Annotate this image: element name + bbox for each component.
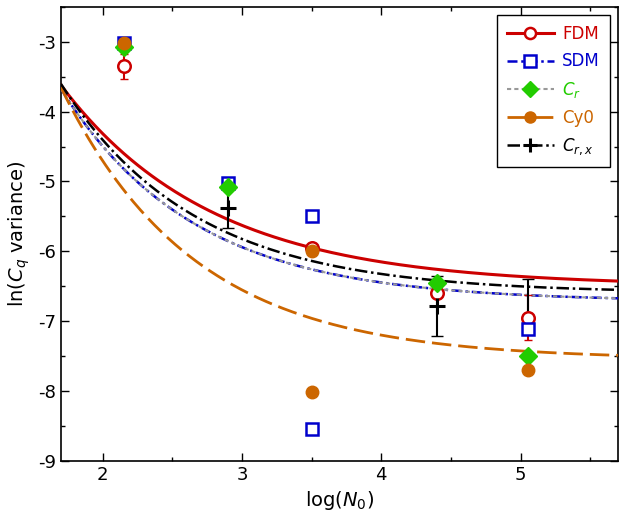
X-axis label: log($N_0$): log($N_0$): [305, 489, 374, 512]
Legend: FDM, SDM, $C_r$, Cy0, $C_{r,x}$: FDM, SDM, $C_r$, Cy0, $C_{r,x}$: [497, 15, 610, 167]
Y-axis label: ln($C_q$ variance): ln($C_q$ variance): [7, 160, 32, 307]
